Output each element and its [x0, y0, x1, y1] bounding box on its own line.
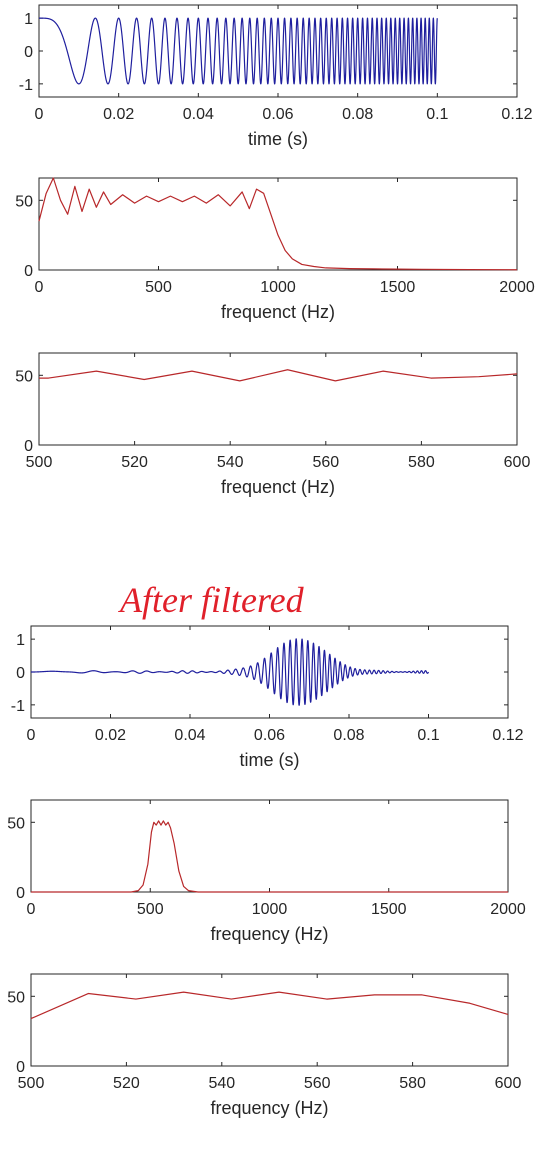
x-tick-label: 600	[495, 1075, 522, 1092]
x-axis-label: frequenct (Hz)	[221, 477, 335, 497]
x-tick-label: 1500	[380, 279, 416, 296]
x-tick-label: 500	[26, 454, 53, 471]
x-tick-label: 1000	[260, 279, 296, 296]
after-filtered-annotation: After filtered	[118, 580, 305, 620]
plot-area	[30, 799, 509, 893]
y-tick-label: 0	[24, 44, 33, 61]
x-tick-label: 0	[35, 279, 44, 296]
x-tick-label: 0.02	[95, 727, 126, 744]
x-tick-label: 540	[217, 454, 244, 471]
x-tick-label: 560	[312, 454, 339, 471]
x-tick-label: 0.1	[417, 727, 439, 744]
x-tick-label: 0.04	[174, 727, 205, 744]
x-tick-label: 1000	[252, 901, 288, 918]
x-tick-label: 0.06	[262, 106, 293, 123]
x-tick-label: 0.06	[254, 727, 285, 744]
x-tick-label: 0.1	[426, 106, 448, 123]
x-tick-label: 0.08	[342, 106, 373, 123]
y-tick-label: 0	[24, 263, 33, 280]
plot-area	[30, 973, 509, 1067]
series-line	[30, 638, 430, 706]
series-line	[30, 991, 509, 1020]
x-axis-label: frequenct (Hz)	[221, 302, 335, 322]
x-tick-label: 0.02	[103, 106, 134, 123]
x-tick-label: 0.04	[183, 106, 214, 123]
x-tick-label: 580	[399, 1075, 426, 1092]
y-tick-label: -1	[19, 77, 33, 94]
x-axis-label: time (s)	[248, 129, 308, 149]
y-tick-label: 0	[16, 885, 25, 902]
x-tick-label: 500	[145, 279, 172, 296]
x-axis-label: frequency (Hz)	[210, 1098, 328, 1118]
x-tick-label: 0	[27, 727, 36, 744]
x-tick-label: 2000	[499, 279, 535, 296]
y-tick-label: 1	[24, 11, 33, 28]
plot-area	[38, 352, 518, 446]
y-tick-label: 50	[15, 193, 33, 210]
x-tick-label: 1500	[371, 901, 407, 918]
x-tick-label: 0	[27, 901, 36, 918]
x-tick-label: 540	[208, 1075, 235, 1092]
x-tick-label: 500	[137, 901, 164, 918]
series-line	[39, 369, 518, 382]
y-tick-label: 0	[24, 438, 33, 455]
x-tick-label: 2000	[490, 901, 526, 918]
x-tick-label: 0.12	[492, 727, 523, 744]
y-tick-label: 50	[15, 368, 33, 385]
y-tick-label: 50	[7, 815, 25, 832]
x-tick-label: 0	[35, 106, 44, 123]
x-tick-label: 0.12	[501, 106, 532, 123]
x-tick-label: 600	[504, 454, 531, 471]
x-tick-label: 580	[408, 454, 435, 471]
x-tick-label: 500	[18, 1075, 45, 1092]
series-line	[31, 820, 508, 893]
x-tick-label: 520	[121, 454, 148, 471]
x-tick-label: 520	[113, 1075, 140, 1092]
y-tick-label: 0	[16, 665, 25, 682]
y-tick-label: -1	[11, 698, 25, 715]
y-tick-label: 1	[16, 632, 25, 649]
x-axis-label: frequency (Hz)	[210, 924, 328, 944]
x-tick-label: 560	[304, 1075, 331, 1092]
y-tick-label: 0	[16, 1059, 25, 1076]
plot-area	[38, 177, 518, 271]
x-tick-label: 0.08	[333, 727, 364, 744]
y-tick-label: 50	[7, 989, 25, 1006]
x-axis-label: time (s)	[240, 750, 300, 770]
series-line	[38, 177, 518, 271]
series-line	[38, 17, 438, 85]
